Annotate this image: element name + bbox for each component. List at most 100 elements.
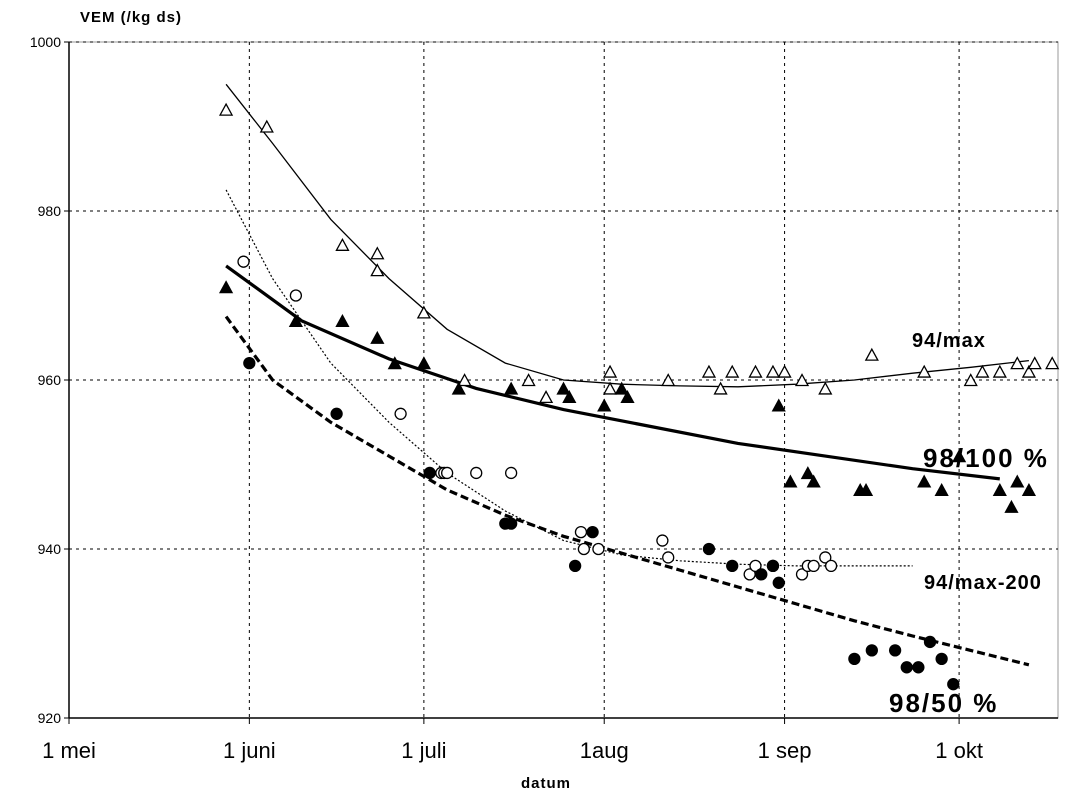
trendline-98-100- <box>225 264 1000 481</box>
data-point-94-max <box>864 347 879 361</box>
data-point-94-max-200 <box>819 551 832 564</box>
x-tick-label: 1 sep <box>758 738 812 763</box>
series-label-94-max-200: 94/max-200 <box>924 572 1042 594</box>
data-point-98-50- <box>947 678 960 691</box>
data-point-94-max-200 <box>656 534 669 547</box>
series-labels: 94/max 98/100 % 94/max-200 98/50 % <box>889 330 1049 718</box>
data-point-98-100- <box>416 356 431 370</box>
data-point-94-max-200 <box>577 542 591 556</box>
data-point-98-100- <box>806 474 821 488</box>
data-point-98-50- <box>900 661 913 674</box>
data-point-98-100- <box>992 482 1007 496</box>
data-point-98-50- <box>888 644 902 657</box>
data-point-94-max-200 <box>504 466 518 480</box>
data-point-98-100- <box>451 381 466 395</box>
data-point-98-50- <box>912 661 925 674</box>
data-point-94-max <box>259 119 274 133</box>
data-point-98-100- <box>934 482 949 496</box>
data-point-94-max <box>794 373 810 387</box>
data-point-98-100- <box>1010 474 1025 488</box>
data-point-94-max <box>992 364 1007 378</box>
data-point-98-100- <box>783 474 798 488</box>
data-point-94-max <box>538 390 554 404</box>
data-point-94-max-200 <box>237 255 250 268</box>
data-point-98-50- <box>586 525 599 539</box>
x-tick-label: 1 okt <box>935 738 983 763</box>
data-point-94-max-200 <box>749 559 762 573</box>
data-point-98-50- <box>243 356 256 370</box>
series-label-98-50-: 98/50 % <box>889 688 998 718</box>
data-point-94-max <box>602 381 618 395</box>
data-point-98-100- <box>771 398 786 412</box>
data-point-94-max-200 <box>807 559 820 573</box>
y-tick-label: 980 <box>38 203 62 219</box>
data-point-98-100- <box>952 449 967 463</box>
data-point-98-100- <box>335 313 350 327</box>
data-point-98-50- <box>923 635 937 649</box>
data-point-98-100- <box>504 381 519 395</box>
data-point-94-max <box>777 364 792 378</box>
data-point-98-50- <box>726 559 739 573</box>
series-label-98-100-: 98/100 % <box>923 443 1049 473</box>
data-point-98-100- <box>387 356 402 370</box>
data-point-94-max <box>1045 356 1060 370</box>
data-point-94-max <box>725 364 740 378</box>
x-tick-label: 1 juni <box>223 738 276 763</box>
data-point-98-50- <box>848 652 861 665</box>
data-point-94-max <box>1027 356 1042 370</box>
data-point-94-max <box>1010 356 1025 370</box>
data-point-98-50- <box>423 466 436 480</box>
data-point-94-max <box>917 364 932 378</box>
data-point-98-100- <box>562 390 577 404</box>
y-tick-label: 920 <box>38 710 62 726</box>
data-point-94-max-200 <box>394 407 407 420</box>
data-point-98-100- <box>1004 499 1019 513</box>
data-point-94-max-200 <box>795 568 809 581</box>
axes: 920 940 960 980 1000 1 mei 1 juni 1 juli 1aug 1 s… <box>30 34 1058 763</box>
trend-lines <box>224 83 1030 667</box>
data-point-94-max <box>713 381 728 395</box>
y-axis-title: VEM (/kg ds) <box>80 9 182 26</box>
data-point-98-100- <box>556 381 571 395</box>
data-point-94-max <box>370 263 385 277</box>
trendline-94-max-200 <box>225 189 913 567</box>
y-tick-label: 960 <box>38 372 62 388</box>
data-point-94-max <box>335 237 350 251</box>
data-point-98-50- <box>568 559 582 573</box>
x-tick-label: 1 juli <box>401 738 446 763</box>
data-point-94-max-200 <box>574 525 588 539</box>
data-point-94-max-200 <box>592 542 605 556</box>
y-tick-label: 1000 <box>30 34 61 50</box>
data-point-98-50- <box>702 542 716 556</box>
x-axis-title: datum <box>521 775 571 792</box>
data-point-94-max <box>602 364 618 378</box>
data-point-94-max <box>521 373 536 387</box>
y-tick-label: 940 <box>38 541 62 557</box>
data-point-94-max <box>416 305 431 319</box>
data-point-98-50- <box>330 407 343 420</box>
x-tick-label: 1aug <box>580 738 629 763</box>
data-point-98-50- <box>766 559 780 573</box>
data-point-94-max-200 <box>289 289 303 302</box>
data-point-94-max-200 <box>440 466 454 480</box>
data-point-98-50- <box>772 576 785 589</box>
data-point-98-50- <box>755 568 768 581</box>
data-point-94-max <box>765 364 781 378</box>
data-point-94-max-200 <box>824 559 838 573</box>
x-tick-label: 1 mei <box>42 738 96 763</box>
data-point-98-100- <box>597 398 612 412</box>
data-point-98-100- <box>858 482 874 496</box>
data-point-98-100- <box>288 313 303 327</box>
data-point-98-100- <box>218 280 234 294</box>
data-point-94-max <box>975 364 990 378</box>
data-point-98-100- <box>1021 482 1037 496</box>
data-point-94-max <box>963 373 978 387</box>
data-point-98-100- <box>370 330 385 344</box>
data-point-94-max <box>1021 364 1037 378</box>
data-point-98-50- <box>935 652 948 665</box>
data-point-94-max <box>818 381 833 395</box>
data-point-98-100- <box>800 466 815 480</box>
data-point-94-max <box>748 364 763 378</box>
data-point-94-max <box>370 246 385 260</box>
